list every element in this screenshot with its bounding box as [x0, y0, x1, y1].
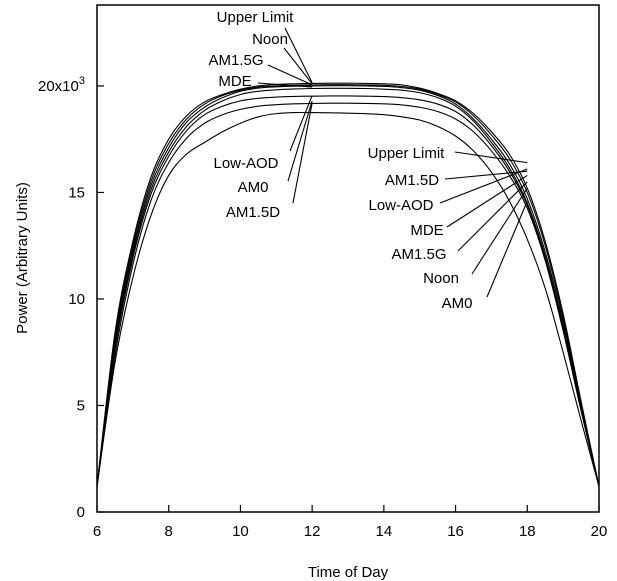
annotation-label: Noon [252, 31, 288, 48]
annotation-leader [283, 47, 313, 85]
y-tick-label-top-mantissa: 20x10 [38, 78, 79, 95]
annotation-leader [457, 181, 528, 252]
annotation-label: Upper Limit [368, 145, 446, 162]
annotation-label: AM1.5D [226, 204, 280, 221]
y-tick-label: 0 [77, 504, 85, 521]
annotation-leader [486, 200, 528, 298]
annotation-label: AM0 [442, 295, 473, 312]
annotation-label: MDE [410, 222, 443, 239]
plot-frame [96, 4, 600, 513]
annotation-label: MDE [218, 73, 251, 90]
annotation-label: Low-AOD [368, 197, 433, 214]
x-tick-label: 12 [304, 523, 321, 540]
series-line-low-aod [96, 95, 600, 487]
y-tick-label: 10 [68, 291, 85, 308]
x-tick-label: 14 [376, 523, 393, 540]
annotation-leader [257, 82, 313, 88]
annotation-label: Noon [423, 270, 459, 287]
annotation-leader [446, 174, 528, 228]
x-tick-label: 6 [93, 523, 101, 540]
annotation-label: Upper Limit [217, 9, 295, 26]
x-tick-label: 18 [519, 523, 536, 540]
series-line-mde [96, 87, 600, 487]
annotation-label: AM1.5G [208, 52, 263, 69]
annotation-leader [439, 168, 528, 204]
y-tick-label: 5 [77, 397, 85, 414]
annotation-leader [292, 102, 313, 204]
annotation-layer: Upper Limit Noon AM1.5G MDE Low-AOD AM0 AM1.5D… [208, 9, 528, 312]
annotation-leader [267, 64, 313, 86]
y-tick-label: 15 [68, 184, 85, 201]
x-tick-label: 20 [591, 523, 608, 540]
x-axis-ticks: 6 8 10 12 14 16 18 20 [93, 505, 608, 540]
annotation-leader [289, 95, 313, 152]
x-tick-label: 16 [447, 523, 464, 540]
series-layer [96, 82, 600, 487]
annotation-label: AM0 [238, 179, 269, 196]
x-axis-label: Time of Day [308, 564, 389, 581]
annotation-label: AM1.5G [391, 246, 446, 263]
y-axis-label: Power (Arbitrary Units) [14, 182, 31, 334]
annotation-leader [284, 27, 313, 83]
annotation-leader [471, 187, 528, 275]
series-line-am0 [96, 111, 600, 487]
y-tick-label-top-exponent: 3 [79, 75, 85, 87]
x-tick-label: 8 [165, 523, 173, 540]
annotation-leader [287, 100, 313, 182]
series-line-upper-limit [96, 82, 600, 487]
series-line-am1-5g [96, 85, 600, 487]
x-tick-label: 10 [232, 523, 249, 540]
y-tick-label-top: 20x103 [38, 75, 85, 95]
annotation-leader [454, 151, 528, 164]
annotation-leader [444, 170, 528, 180]
annotation-label: Low-AOD [213, 155, 278, 172]
series-line-noon [96, 84, 600, 487]
series-line-am1-5d [96, 102, 600, 487]
y-axis-ticks: 0 5 10 15 20x103 [38, 75, 104, 521]
annotation-label: AM1.5D [385, 172, 439, 189]
